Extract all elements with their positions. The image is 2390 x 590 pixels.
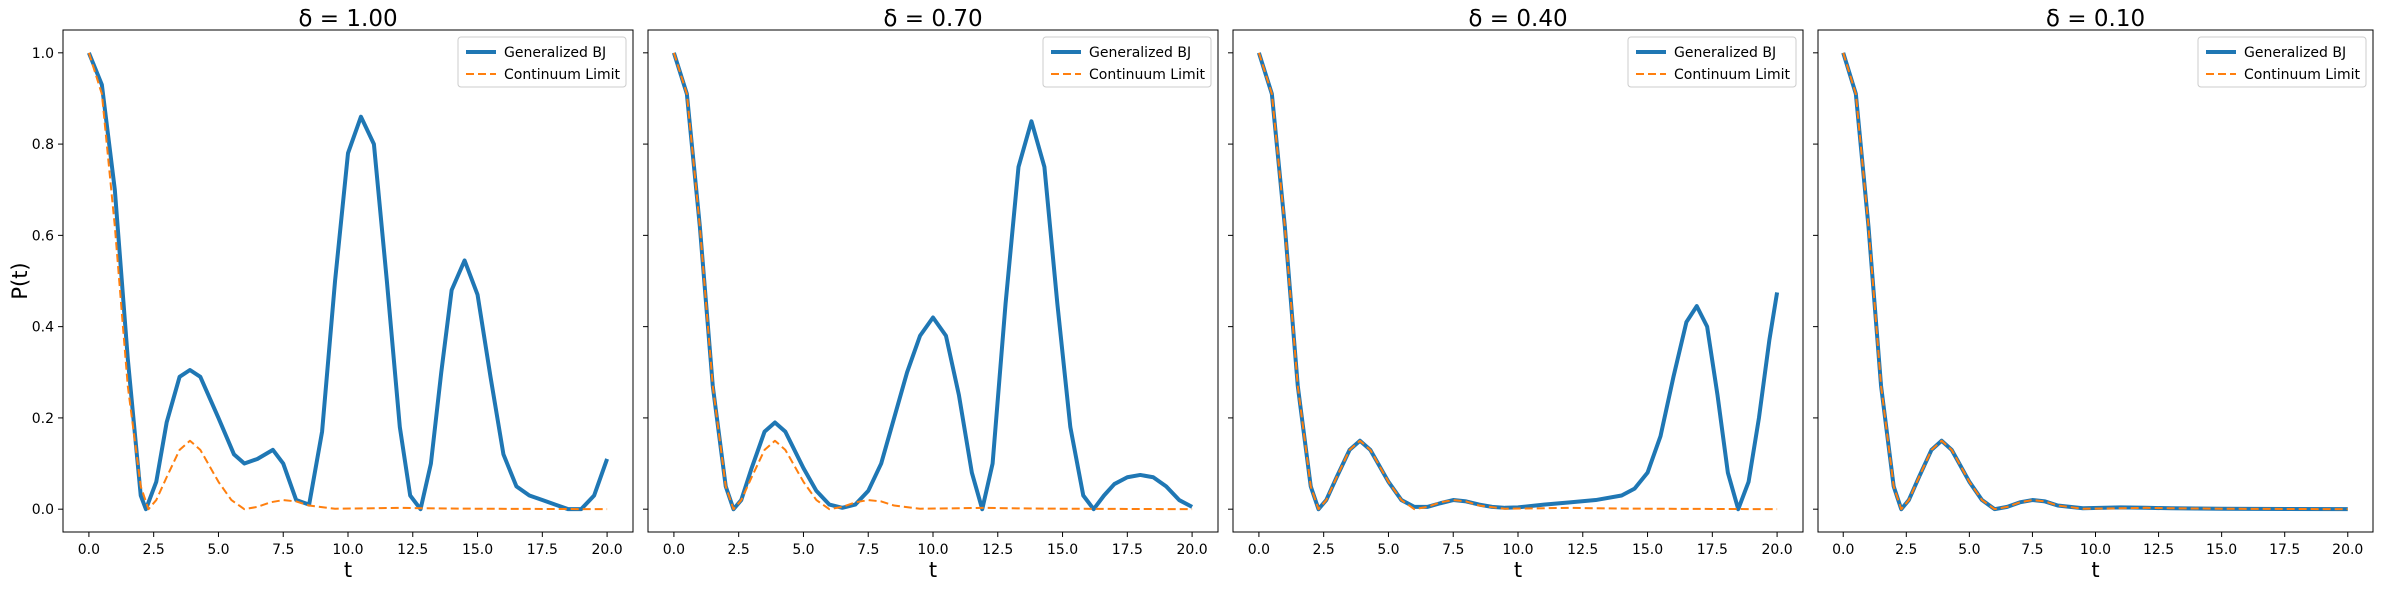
- x-tick-label: 7.5: [272, 542, 294, 558]
- y-tick-label: 0.4: [32, 320, 54, 336]
- x-tick-label: 20.0: [592, 542, 623, 558]
- x-tick-label: 12.5: [982, 542, 1013, 558]
- axes-frame: [1232, 29, 1804, 533]
- x-tick-label: 12.5: [397, 542, 428, 558]
- x-tick-label: 5.0: [1958, 542, 1980, 558]
- series-line-continuum-limit: [1842, 52, 2348, 511]
- legend-box: [1627, 36, 1797, 88]
- y-tick-label: 0.2: [32, 411, 54, 427]
- x-tick-label: 7.5: [857, 542, 879, 558]
- axes-frame: [62, 29, 634, 533]
- legend-label: Continuum Limit: [504, 67, 621, 83]
- x-tick-label: 10.0: [2080, 542, 2111, 558]
- subplot-3: 0.0 2.5 5.0 7.5 10.0 12.5 15.0 17.5 20.0 δ = 0.40…: [1228, 6, 1804, 582]
- series-line-continuum-limit: [672, 52, 1193, 511]
- x-tick-label: 15.0: [1047, 542, 1078, 558]
- x-tick-label: 10.0: [1502, 542, 1533, 558]
- x-axis-label: t: [1514, 558, 1522, 582]
- legend-box: [457, 36, 627, 88]
- subplot-2: 0.0 2.5 5.0 7.5 10.0 12.5 15.0 17.5 20.0 δ = 0.70…: [643, 6, 1219, 582]
- legend: Generalized BJ Continuum Limit: [2197, 36, 2367, 88]
- x-tick-label: 0.0: [663, 542, 685, 558]
- x-tick-label: 5.0: [792, 542, 814, 558]
- series-line-continuum-limit: [1257, 52, 1778, 511]
- legend-label: Continuum Limit: [1089, 67, 1206, 83]
- legend: Generalized BJ Continuum Limit: [457, 36, 627, 88]
- x-axis-label: t: [929, 558, 937, 582]
- x-tick-label: 2.5: [1895, 542, 1917, 558]
- legend-label: Generalized BJ: [504, 45, 606, 61]
- legend: Generalized BJ Continuum Limit: [1627, 36, 1797, 88]
- series-line-continuum-limit: [87, 52, 608, 511]
- series-line-generalized-bj: [672, 52, 1194, 512]
- legend: Generalized BJ Continuum Limit: [1042, 36, 1212, 88]
- x-tick-label: 0.0: [1248, 542, 1270, 558]
- x-tick-label: 17.5: [2269, 542, 2300, 558]
- x-tick-label: 15.0: [462, 542, 493, 558]
- x-axis-label: t: [344, 558, 352, 582]
- x-tick-label: 20.0: [1762, 542, 1793, 558]
- x-tick-label: 0.0: [1832, 542, 1854, 558]
- x-tick-label: 17.5: [1112, 542, 1143, 558]
- y-axis-label: P(t): [8, 262, 32, 299]
- legend-label: Generalized BJ: [1089, 45, 1191, 61]
- chart-title: δ = 0.10: [2046, 6, 2145, 32]
- x-tick-label: 2.5: [1313, 542, 1335, 558]
- chart-title: δ = 0.70: [883, 6, 982, 32]
- y-tick-label: 1.0: [32, 46, 54, 62]
- series-line-generalized-bj: [1841, 52, 2348, 512]
- x-tick-label: 7.5: [2021, 542, 2043, 558]
- y-tick-label: 0.0: [32, 502, 54, 518]
- x-axis-label: t: [2091, 558, 2099, 582]
- legend-label: Continuum Limit: [1674, 67, 1791, 83]
- legend-box: [2197, 36, 2367, 88]
- x-tick-label: 17.5: [527, 542, 558, 558]
- x-tick-label: 20.0: [1177, 542, 1208, 558]
- legend-label: Continuum Limit: [2244, 67, 2361, 83]
- axes-frame: [647, 29, 1219, 533]
- x-tick-label: 10.0: [917, 542, 948, 558]
- series-line-generalized-bj: [1257, 52, 1780, 512]
- x-tick-label: 15.0: [1632, 542, 1663, 558]
- legend-box: [1042, 36, 1212, 88]
- x-tick-label: 2.5: [728, 542, 750, 558]
- chart-title: δ = 1.00: [298, 6, 397, 32]
- x-tick-label: 0.0: [78, 542, 100, 558]
- x-tick-label: 15.0: [2206, 542, 2237, 558]
- x-tick-label: 10.0: [332, 542, 363, 558]
- x-tick-label: 12.5: [1567, 542, 1598, 558]
- y-tick-label: 0.8: [32, 137, 54, 153]
- chart-title: δ = 0.40: [1468, 6, 1567, 32]
- x-tick-label: 2.5: [143, 542, 165, 558]
- legend-label: Generalized BJ: [2244, 45, 2346, 61]
- x-tick-label: 17.5: [1697, 542, 1728, 558]
- axes-frame: [1817, 29, 2374, 533]
- legend-label: Generalized BJ: [1674, 45, 1776, 61]
- series-line-generalized-bj: [87, 52, 609, 512]
- x-tick-label: 5.0: [1377, 542, 1399, 558]
- y-tick-label: 0.6: [32, 228, 54, 244]
- x-tick-label: 5.0: [207, 542, 229, 558]
- subplot-1: 0.0 2.5 5.0 7.5 10.0 12.5 15.0 17.5 20.0 0.0 0.2 0.…: [8, 6, 634, 582]
- subplot-4: 0.0 2.5 5.0 7.5 10.0 12.5 15.0 17.5 20.0 δ = 0.10…: [1813, 6, 2374, 582]
- x-tick-label: 12.5: [2143, 542, 2174, 558]
- x-tick-label: 7.5: [1442, 542, 1464, 558]
- x-tick-label: 20.0: [2332, 542, 2363, 558]
